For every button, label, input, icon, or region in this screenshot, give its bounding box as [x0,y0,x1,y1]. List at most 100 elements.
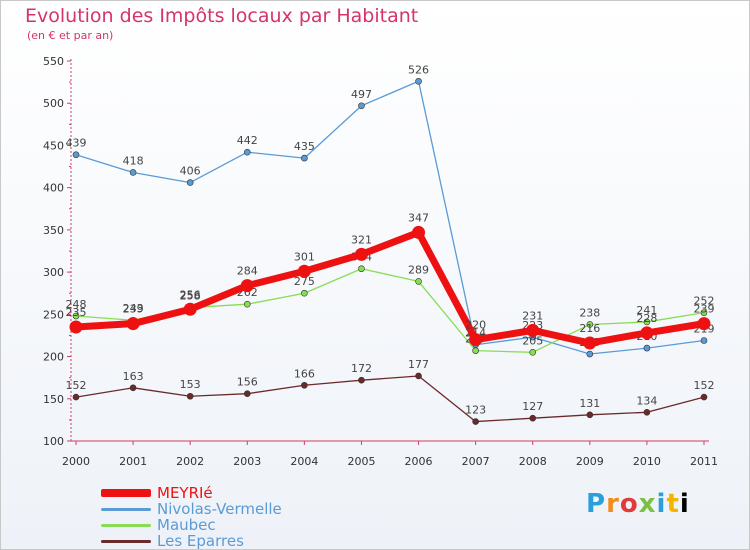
data-point-meyrie [412,225,426,239]
data-label-nivolas-vermelle: 435 [294,140,315,153]
data-point-nivolas-vermelle [186,179,194,186]
y-tick-label: 250 [43,308,64,321]
series-line-nivolas-vermelle [75,80,705,355]
data-label-meyrie: 235 [66,306,87,319]
logo-letter: i [679,489,690,519]
data-point-meyrie [240,279,254,293]
data-point-maubec [415,278,422,285]
data-point-maubec [358,265,365,273]
data-point-nivolas-vermelle [643,344,651,352]
legend-label-maubec: Maubec [157,516,216,534]
data-label-nivolas-vermelle: 439 [66,137,87,150]
y-tick-label: 550 [43,55,64,68]
logo-letter: x [638,489,657,519]
data-point-nivolas-vermelle [243,148,251,156]
logo-letter: o [619,489,639,519]
data-label-les-eparres: 127 [522,400,543,413]
data-label-les-eparres: 166 [294,367,315,380]
data-point-les-eparres [186,392,194,400]
data-point-nivolas-vermelle [358,102,365,110]
legend: MEYRIé Nivolas-Vermelle Maubec Les Eparr… [101,485,282,549]
logo-letter: r [606,489,620,519]
chart-title: Evolution des Impôts locaux par Habitant [25,5,419,27]
x-tick-label: 2010 [633,455,661,468]
data-point-maubec [472,347,479,354]
data-point-nivolas-vermelle [415,77,422,85]
data-label-meyrie: 301 [294,250,315,263]
data-label-meyrie: 220 [465,319,486,332]
data-label-meyrie: 231 [522,309,543,322]
data-point-maubec [243,300,251,308]
data-label-les-eparres: 134 [636,394,657,407]
data-point-les-eparres [529,414,537,422]
data-point-meyrie [297,264,311,278]
data-label-maubec: 205 [522,334,543,347]
logo-letter: i [656,489,667,519]
data-point-nivolas-vermelle [700,337,708,344]
y-tick-label: 150 [43,393,64,406]
legend-swatch-meyrie [101,489,151,497]
data-point-les-eparres [472,418,479,425]
legend-swatch-nivolas-vermelle [101,507,151,511]
data-label-nivolas-vermelle: 526 [408,63,429,76]
y-tick-label: 350 [43,224,64,237]
data-point-les-eparres [415,372,422,380]
y-tick-label: 100 [43,435,64,448]
x-tick-label: 2003 [233,455,261,468]
data-label-les-eparres: 123 [465,404,486,417]
proxiti-logo: Proxiti [586,489,690,519]
data-point-maubec [301,289,308,297]
chart-subtitle: (en € et par an) [27,29,114,42]
data-point-meyrie [697,317,711,331]
data-point-nivolas-vermelle [129,169,137,176]
data-point-meyrie [126,317,140,331]
data-point-les-eparres [643,408,651,416]
x-tick-label: 2011 [690,455,718,468]
data-label-meyrie: 347 [408,211,429,224]
data-label-les-eparres: 177 [408,358,429,371]
data-point-les-eparres [358,376,365,384]
data-label-meyrie: 321 [351,233,372,246]
x-tick-label: 2005 [347,455,375,468]
data-label-les-eparres: 153 [180,378,201,391]
data-label-maubec: 248 [66,298,87,311]
data-point-meyrie [183,302,197,316]
data-point-les-eparres [72,393,80,401]
data-point-les-eparres [586,411,594,419]
legend-item-nivolas-vermelle: Nivolas-Vermelle [101,501,282,517]
data-label-maubec: 241 [636,304,657,317]
legend-item-les-eparres: Les Eparres [101,533,282,549]
data-point-nivolas-vermelle [301,154,308,162]
data-point-meyrie [354,247,368,261]
legend-label-meyrie: MEYRIé [157,484,213,502]
data-label-maubec: 238 [579,306,600,319]
legend-item-maubec: Maubec [101,517,282,533]
y-tick-label: 300 [43,266,64,279]
data-point-les-eparres [700,393,708,401]
data-label-nivolas-vermelle: 418 [123,154,144,167]
data-point-maubec [700,309,708,316]
y-tick-label: 450 [43,139,64,152]
x-tick-label: 2001 [119,455,147,468]
data-label-les-eparres: 131 [579,397,600,410]
legend-item-meyrie: MEYRIé [101,485,282,501]
y-tick-label: 500 [43,97,64,110]
data-label-meyrie: 256 [180,288,201,301]
data-label-nivolas-vermelle: 442 [237,134,258,147]
data-label-les-eparres: 163 [123,370,144,383]
y-tick-label: 200 [43,351,64,364]
x-tick-label: 2000 [62,455,90,468]
logo-letter: t [666,489,680,519]
x-tick-label: 2007 [462,455,490,468]
data-label-nivolas-vermelle: 406 [180,165,201,178]
data-label-meyrie: 216 [579,322,600,335]
data-label-les-eparres: 152 [66,379,87,392]
data-point-maubec [643,318,651,326]
legend-swatch-maubec [101,523,151,527]
data-label-maubec: 258 [180,290,201,303]
legend-label-nivolas-vermelle: Nivolas-Vermelle [157,500,282,518]
data-point-meyrie [69,320,83,334]
x-tick-label: 2009 [576,455,604,468]
